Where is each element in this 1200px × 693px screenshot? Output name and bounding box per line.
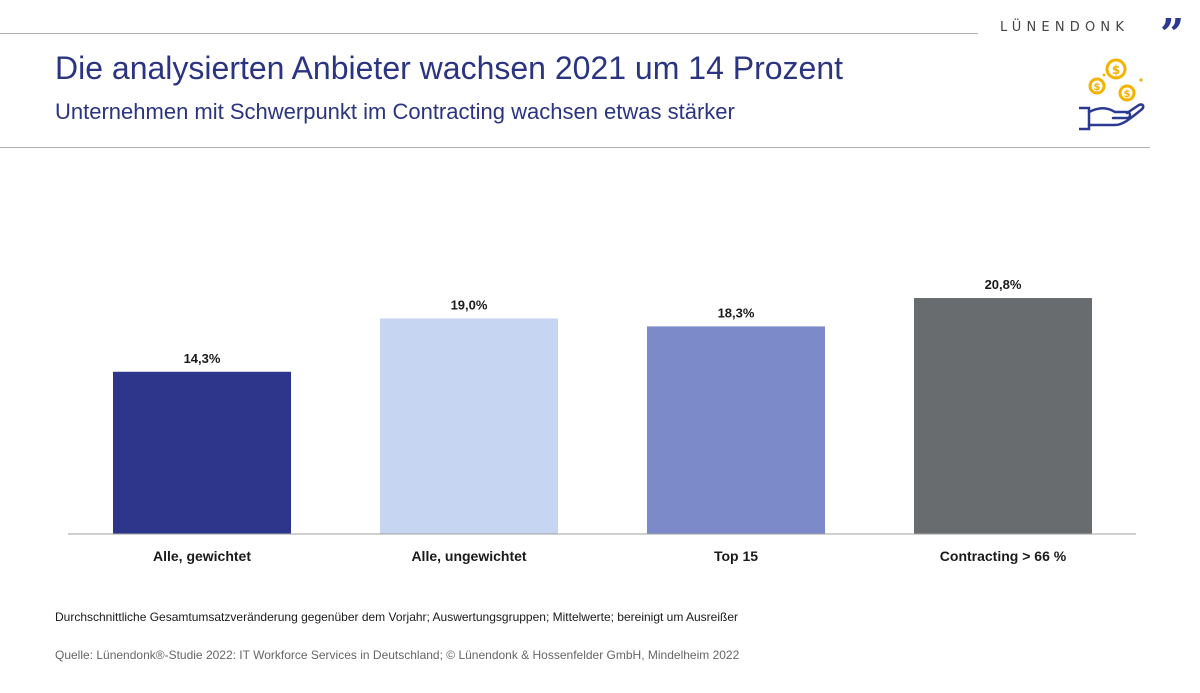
top-divider — [0, 33, 978, 34]
brand-quote-mark: ” — [1160, 10, 1185, 59]
category-label-4: Contracting > 66 % — [940, 548, 1067, 564]
header-divider — [0, 147, 1150, 148]
source-note: Quelle: Lünendonk®-Studie 2022: IT Workf… — [55, 648, 740, 662]
bar-1 — [113, 371, 291, 534]
data-label-3: 18,3% — [718, 305, 755, 320]
svg-text:$: $ — [1094, 82, 1101, 93]
bar-4 — [914, 298, 1092, 534]
hand-with-coins-icon: $ $ $ — [1079, 58, 1145, 131]
page-subtitle: Unternehmen mit Schwerpunkt im Contracti… — [55, 99, 735, 124]
chart-footnote: Durchschnittliche Gesamtumsatzveränderun… — [55, 610, 739, 624]
data-label-2: 19,0% — [451, 297, 488, 312]
bar-chart: 14,3% Alle, gewichtet 19,0% Alle, ungewicht… — [68, 277, 1136, 564]
svg-text:$: $ — [1124, 89, 1131, 100]
category-label-3: Top 15 — [714, 548, 758, 564]
page-title: Die analysierten Anbieter wachsen 2021 u… — [55, 50, 844, 86]
category-label-1: Alle, gewichtet — [153, 548, 251, 564]
brand-logo-text: LÜNENDONK — [1000, 20, 1130, 35]
data-label-1: 14,3% — [184, 351, 221, 366]
bar-2 — [380, 318, 558, 534]
data-label-4: 20,8% — [985, 277, 1022, 292]
svg-text:$: $ — [1112, 63, 1120, 77]
category-label-2: Alle, ungewichtet — [411, 548, 526, 564]
bar-3 — [647, 326, 825, 534]
